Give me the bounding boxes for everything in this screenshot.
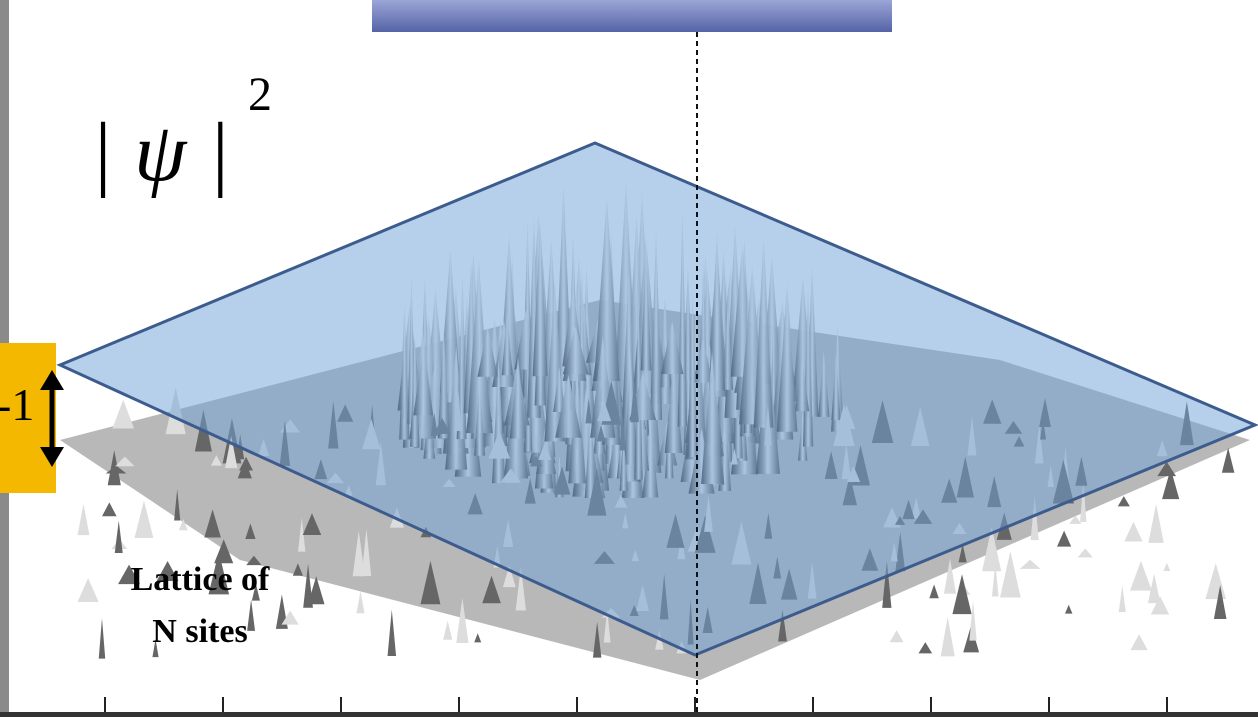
marker-label: -1 <box>0 379 34 430</box>
psi-label: | ψ | <box>90 106 230 199</box>
psi-power: 2 <box>248 68 272 121</box>
figure: | ψ | 2 -1 Lattice of N sites <box>0 0 1258 717</box>
page: | ψ | 2 -1 Lattice of N sites (() => { c… <box>0 0 1258 717</box>
lattice-label: Lattice of <box>131 561 270 598</box>
top-image-strip <box>372 0 892 32</box>
lattice-label: N sites <box>152 613 247 650</box>
bottom-frame <box>0 712 1258 717</box>
